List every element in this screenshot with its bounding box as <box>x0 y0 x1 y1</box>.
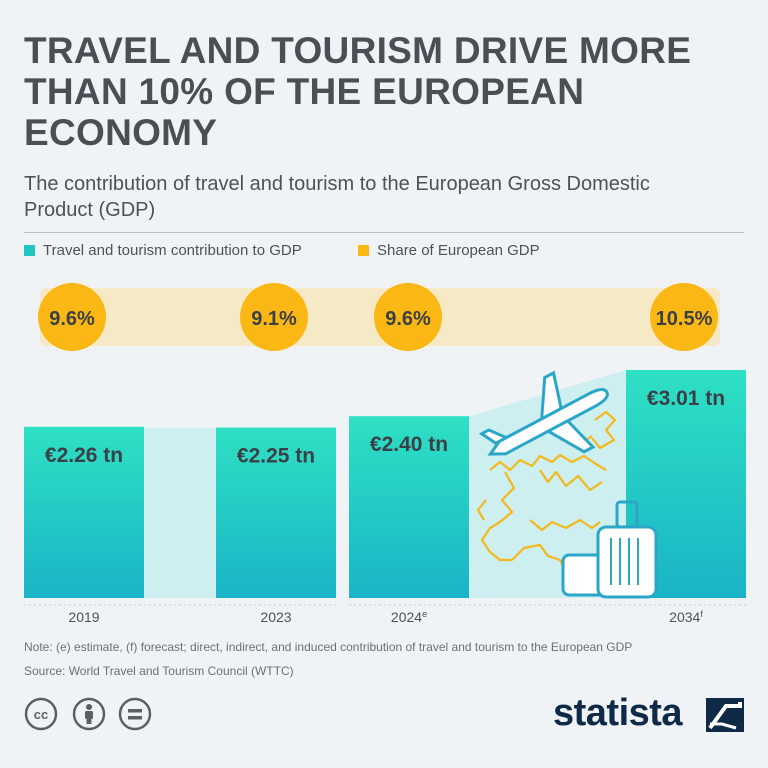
airplane-wing-bottom <box>545 418 596 454</box>
brand-logo-icon <box>706 698 744 732</box>
legend-label-contribution: Travel and tourism contribution to GDP <box>43 241 302 259</box>
share-label-2023: 9.1% <box>251 308 297 330</box>
coastline-5 <box>591 410 617 450</box>
share-label-2019: 9.6% <box>49 308 95 330</box>
travel-panel <box>469 370 626 598</box>
share-label-2024: 9.6% <box>385 308 431 330</box>
x-tick-label-2023: 2023 <box>260 609 291 625</box>
x-tick-label-2019: 2019 <box>68 609 99 625</box>
share-marker-2024 <box>374 283 442 351</box>
nd-icon <box>118 697 152 731</box>
x-tick-label-2024: 2024e <box>391 609 427 625</box>
suitcase-handle <box>615 500 639 529</box>
share-marker-2034 <box>650 283 718 351</box>
x-tick-label-2034: 2034f <box>669 609 703 625</box>
legend-item-contribution: Travel and tourism contribution to GDP <box>24 240 302 260</box>
bar-2019 <box>24 426 144 598</box>
legend-item-share: Share of European GDP <box>358 240 540 260</box>
large-suitcase <box>596 525 658 599</box>
divider <box>24 232 744 233</box>
bar-gap-fill <box>144 427 216 598</box>
bar-value-label-2023: €2.25 tn <box>237 445 315 468</box>
page-subtitle: The contribution of travel and tourism t… <box>24 173 650 221</box>
svg-text:cc: cc <box>34 707 48 722</box>
coastline-1 <box>480 471 516 562</box>
coastline-4 <box>539 469 603 492</box>
bar-value-label-2034: €3.01 tn <box>647 387 725 410</box>
share-marker-2023 <box>240 283 308 351</box>
airplane-body <box>487 388 609 456</box>
airplane-icon <box>478 370 609 456</box>
airplane-tail <box>478 428 510 445</box>
bar-value-label-2024: €2.40 tn <box>370 433 448 456</box>
bar-value-label-2019: €2.26 tn <box>45 444 123 467</box>
bar-2024 <box>349 416 469 598</box>
footnote: Note: (e) estimate, (f) forecast; direct… <box>24 640 633 654</box>
page-title: TRAVEL AND TOURISM DRIVE MORE THAN 10% O… <box>24 30 692 153</box>
legend-swatch-share <box>358 244 369 256</box>
brand-logo-text: statista <box>553 692 683 734</box>
coastline-7 <box>476 499 487 521</box>
luggage-icon <box>561 500 658 599</box>
europe-map-icon <box>476 410 617 574</box>
airplane-wing-top <box>540 370 563 422</box>
share-marker-2019 <box>38 283 106 351</box>
cc-icon: cc <box>24 697 58 731</box>
bar-2023 <box>216 427 336 598</box>
source-note: Source: World Travel and Tourism Council… <box>24 664 294 678</box>
coastline-0 <box>489 453 607 472</box>
share-label-2034: 10.5% <box>656 308 713 330</box>
legend-label-share: Share of European GDP <box>377 241 540 259</box>
legend-swatch-contribution <box>24 244 35 256</box>
by-icon <box>72 697 106 731</box>
coastline-3 <box>529 518 601 532</box>
